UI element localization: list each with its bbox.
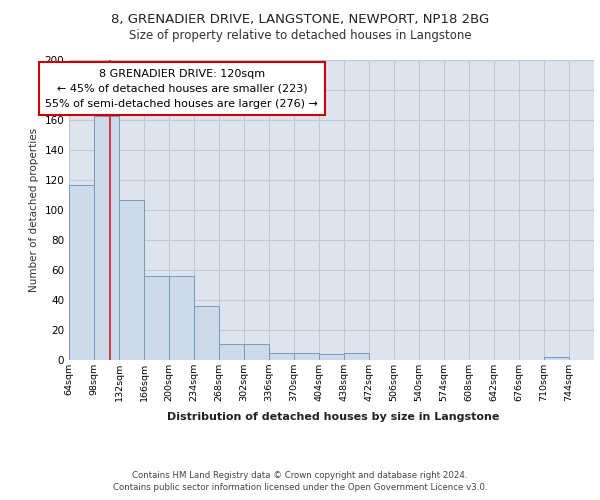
Bar [194,306,219,360]
Text: Size of property relative to detached houses in Langstone: Size of property relative to detached ho… [128,29,472,42]
Bar [119,200,144,360]
Bar [344,352,369,360]
Text: Contains HM Land Registry data © Crown copyright and database right 2024.
Contai: Contains HM Land Registry data © Crown c… [113,471,487,492]
Bar [219,344,244,360]
Bar [94,116,119,360]
Text: Distribution of detached houses by size in Langstone: Distribution of detached houses by size … [167,412,499,422]
Bar [244,344,269,360]
Bar [294,352,319,360]
Bar [269,352,294,360]
Bar [69,184,94,360]
Bar [144,276,169,360]
Bar [319,354,344,360]
Bar [544,357,569,360]
Y-axis label: Number of detached properties: Number of detached properties [29,128,39,292]
Text: 8 GRENADIER DRIVE: 120sqm
← 45% of detached houses are smaller (223)
55% of semi: 8 GRENADIER DRIVE: 120sqm ← 45% of detac… [46,69,319,108]
Bar [169,276,194,360]
Text: 8, GRENADIER DRIVE, LANGSTONE, NEWPORT, NP18 2BG: 8, GRENADIER DRIVE, LANGSTONE, NEWPORT, … [111,12,489,26]
